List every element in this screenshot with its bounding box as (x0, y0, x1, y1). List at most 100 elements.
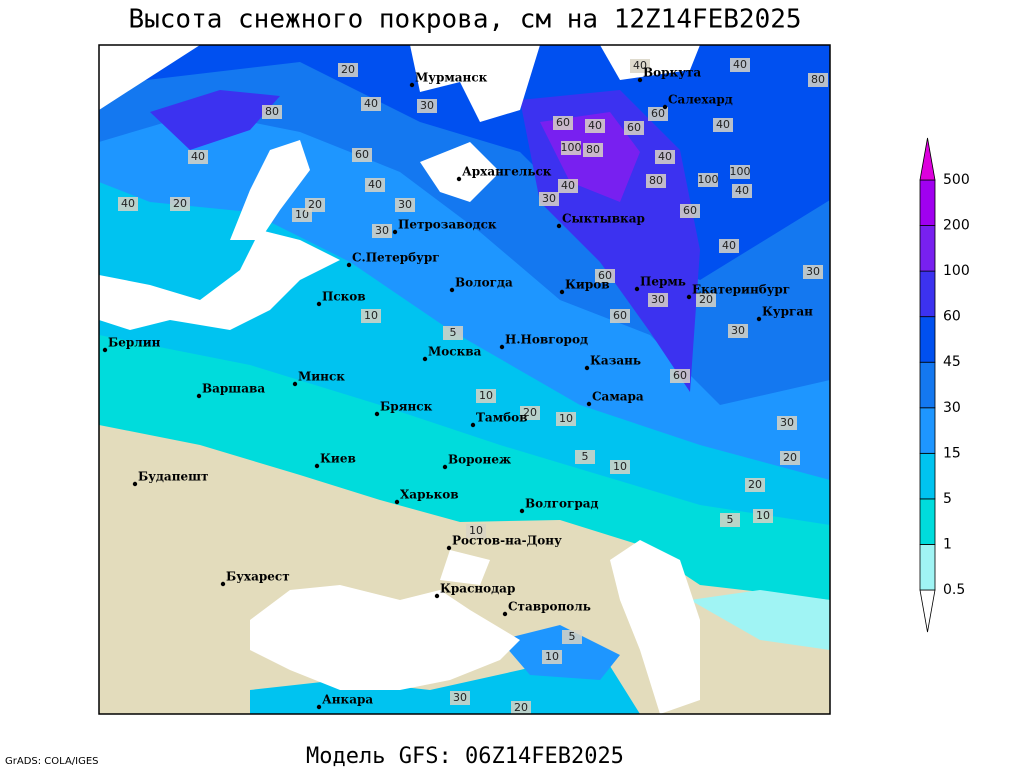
contour-label: 60 (613, 309, 627, 322)
legend-label: 5 (943, 491, 952, 507)
contour-label-bg (719, 239, 739, 253)
contour-label: 80 (649, 174, 663, 187)
legend-band (919, 225, 936, 272)
contour-label: 30 (398, 198, 412, 211)
contour-label-bg (696, 293, 716, 307)
contour-label-bg (646, 174, 666, 188)
contour-label: 80 (811, 73, 825, 86)
contour-label: 10 (479, 389, 493, 402)
legend-band (919, 361, 936, 409)
city-dot (556, 223, 562, 229)
contour-label-bg (585, 119, 605, 133)
gulf-bothnia (230, 140, 310, 240)
contour-label: 5 (582, 450, 589, 463)
contour-label: 40 (735, 184, 749, 197)
city-dot (132, 481, 138, 487)
contour-label: 30 (651, 293, 665, 306)
contour-label: 5 (727, 513, 734, 526)
city-label: Бухарест (226, 570, 290, 584)
city-dot (637, 77, 643, 83)
contour-label: 60 (627, 121, 641, 134)
contour-label-bg (680, 204, 700, 218)
city-dot (686, 294, 692, 300)
city-dot (374, 411, 380, 417)
city-dot (292, 381, 298, 387)
contour-label-bg (780, 451, 800, 465)
contour-label: 30 (375, 224, 389, 237)
city-dot (584, 365, 590, 371)
contour-label-bg (417, 99, 437, 113)
city-label: Салехард (668, 93, 733, 107)
contour-label-bg (583, 143, 603, 157)
contour-label-bg (352, 148, 372, 162)
legend-band (919, 544, 936, 591)
city-label: С.Петербург (352, 251, 440, 265)
contour-label-bg (262, 105, 282, 119)
contour-label-bg (372, 224, 392, 238)
contour-label: 30 (731, 324, 745, 337)
contour-label: 20 (748, 478, 762, 491)
contour-label-bg (624, 121, 644, 135)
city-label: Курган (762, 305, 813, 319)
city-label: Будапешт (138, 470, 208, 484)
contour-label-bg (630, 59, 650, 73)
legend-band (919, 498, 936, 545)
city-dot (434, 593, 440, 599)
city-label: Архангельск (462, 165, 552, 179)
white-sea (420, 142, 500, 202)
cities: Мурманск Воркута Салехард Архангельск Петроз… (102, 66, 813, 710)
city-label: Варшава (202, 382, 265, 396)
city-label: Петрозаводск (398, 218, 497, 232)
contour-label: 60 (355, 148, 369, 161)
legend-band (919, 316, 936, 363)
contour-label-bg (338, 63, 358, 77)
contour-label-bg (808, 73, 828, 87)
city-dot (316, 704, 322, 710)
contour-label: 40 (588, 119, 602, 132)
city-dot (220, 581, 226, 587)
contour-label-bg (610, 309, 630, 323)
contour-label-bg (803, 265, 823, 279)
legend-label: 500 (943, 172, 970, 188)
city-dot (196, 393, 202, 399)
contour-label: 20 (514, 701, 528, 714)
contour-label: 10 (469, 524, 483, 537)
contour-label: 40 (658, 150, 672, 163)
city-label: Воркута (643, 66, 701, 80)
city-label: Киров (565, 278, 610, 292)
contour-label-bg (443, 326, 463, 340)
contour-label-bg (188, 150, 208, 164)
contour-label-bg (720, 513, 740, 527)
city-label: Берлин (108, 336, 161, 350)
title: Высота снежного покрова, см на 12Z14FEB2… (128, 5, 801, 35)
contour-label: 40 (722, 239, 736, 252)
contour-label-bg (648, 293, 668, 307)
contour-label: 40 (733, 58, 747, 71)
legend-label: 0.5 (943, 582, 965, 598)
contour-label-bg (361, 97, 381, 111)
legend-high (919, 137, 936, 181)
contour-label: 20 (699, 293, 713, 306)
city-dot (499, 344, 505, 350)
city-dot (502, 611, 508, 617)
city-dot (634, 286, 640, 292)
contour-label: 60 (556, 116, 570, 129)
legend-low (919, 589, 936, 633)
city-label: Тамбов (476, 411, 527, 425)
city-label: Минск (298, 370, 345, 384)
city-label: Брянск (380, 400, 433, 414)
contour-label-bg (648, 107, 668, 121)
city-dot (394, 499, 400, 505)
contour-label-bg (520, 406, 540, 420)
contour-label: 30 (780, 416, 794, 429)
contour-label: 100 (561, 141, 582, 154)
contour-label: 10 (756, 509, 770, 522)
contour-label-bg (511, 701, 531, 714)
contour-label: 10 (613, 460, 627, 473)
contour-label-bg (753, 509, 773, 523)
city-dot (662, 104, 668, 110)
city-dot (409, 82, 415, 88)
city-dot (102, 347, 108, 353)
contour-label: 60 (598, 269, 612, 282)
map-area: 20 40 30 80 60 40 40 30 10 20 30 20 40 30 40 100 80 60 40 6… (99, 45, 830, 714)
